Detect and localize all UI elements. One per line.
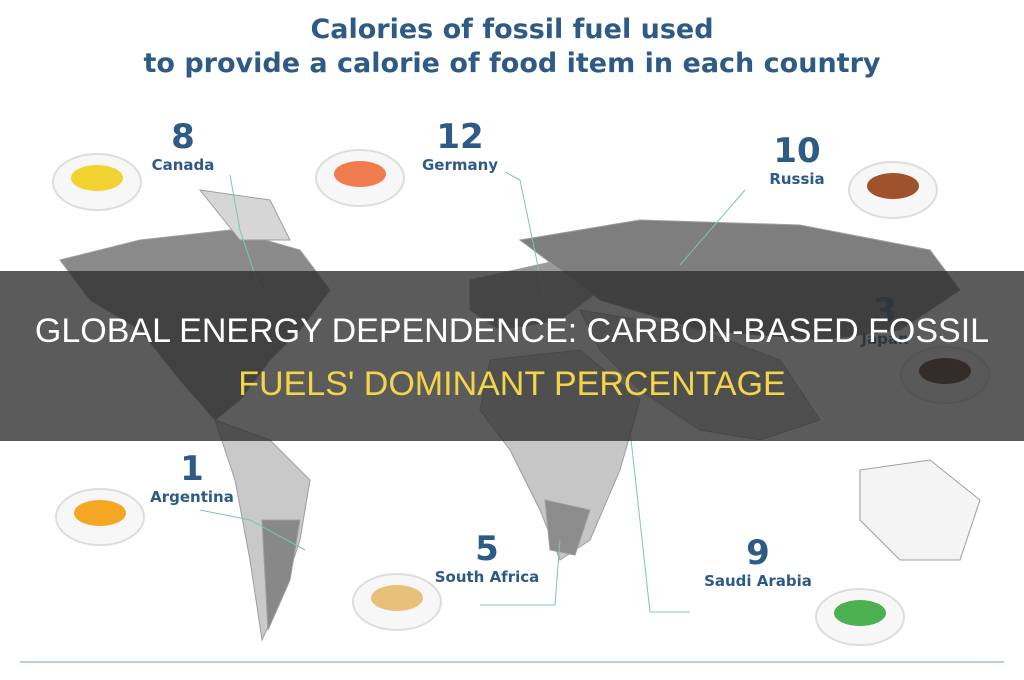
country-name: Saudi Arabia [704, 572, 812, 590]
country-number: 12 [436, 117, 483, 157]
country-name: Argentina [150, 488, 234, 506]
country-name: Russia [769, 170, 824, 188]
header-title: Calories of fossil fuel used [310, 14, 713, 45]
country-number: 1 [180, 449, 204, 489]
food [867, 173, 919, 199]
food [74, 500, 126, 526]
banner-title: GLOBAL ENERGY DEPENDENCE: CARBON-BASED F… [35, 312, 989, 350]
country-name: Canada [152, 156, 215, 174]
food [334, 161, 386, 187]
food [371, 585, 423, 611]
country-number: 9 [746, 533, 770, 573]
country-number: 10 [773, 131, 820, 171]
country-name: Germany [422, 156, 498, 174]
country-number: 8 [171, 117, 195, 157]
connector-lines [199, 171, 746, 613]
country-number: 5 [475, 529, 499, 569]
food [834, 600, 886, 626]
banner-title: FUELS' DOMINANT PERCENTAGE [238, 365, 785, 403]
country-name: South Africa [435, 568, 540, 586]
food [71, 165, 123, 191]
header-title: to provide a calorie of food item in eac… [143, 48, 880, 79]
banner [0, 271, 1024, 441]
